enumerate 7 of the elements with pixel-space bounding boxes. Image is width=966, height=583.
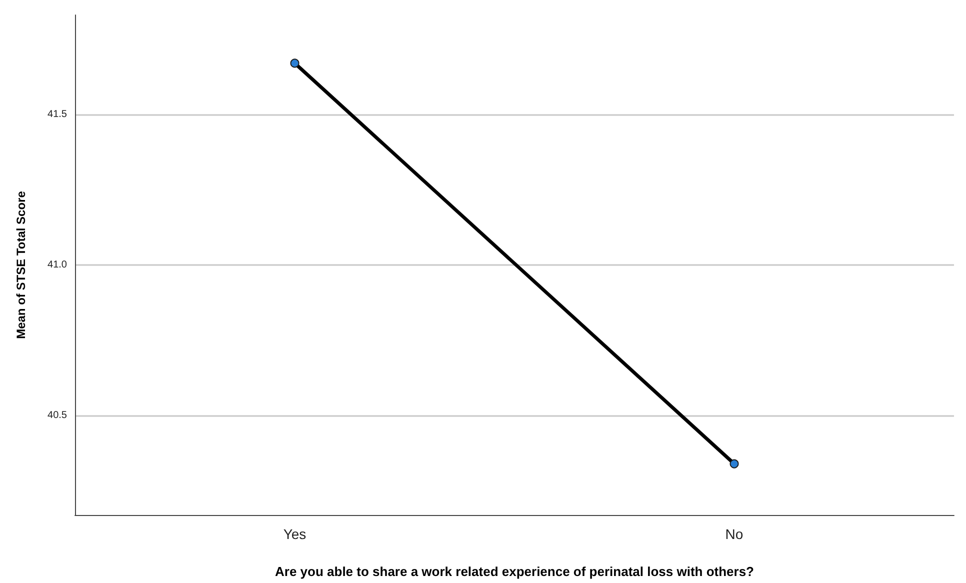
y-axis-title: Mean of STSE Total Score [14,190,28,339]
y-tick-label: 41.5 [48,108,68,120]
y-tick-label: 40.5 [48,410,68,422]
x-axis-title: Are you able to share a work related experience of perinatal loss with others? [275,564,754,579]
x-tick-label: Yes [283,526,306,542]
y-tick-label: 41.0 [48,260,68,270]
x-tick-label: No [725,526,744,542]
